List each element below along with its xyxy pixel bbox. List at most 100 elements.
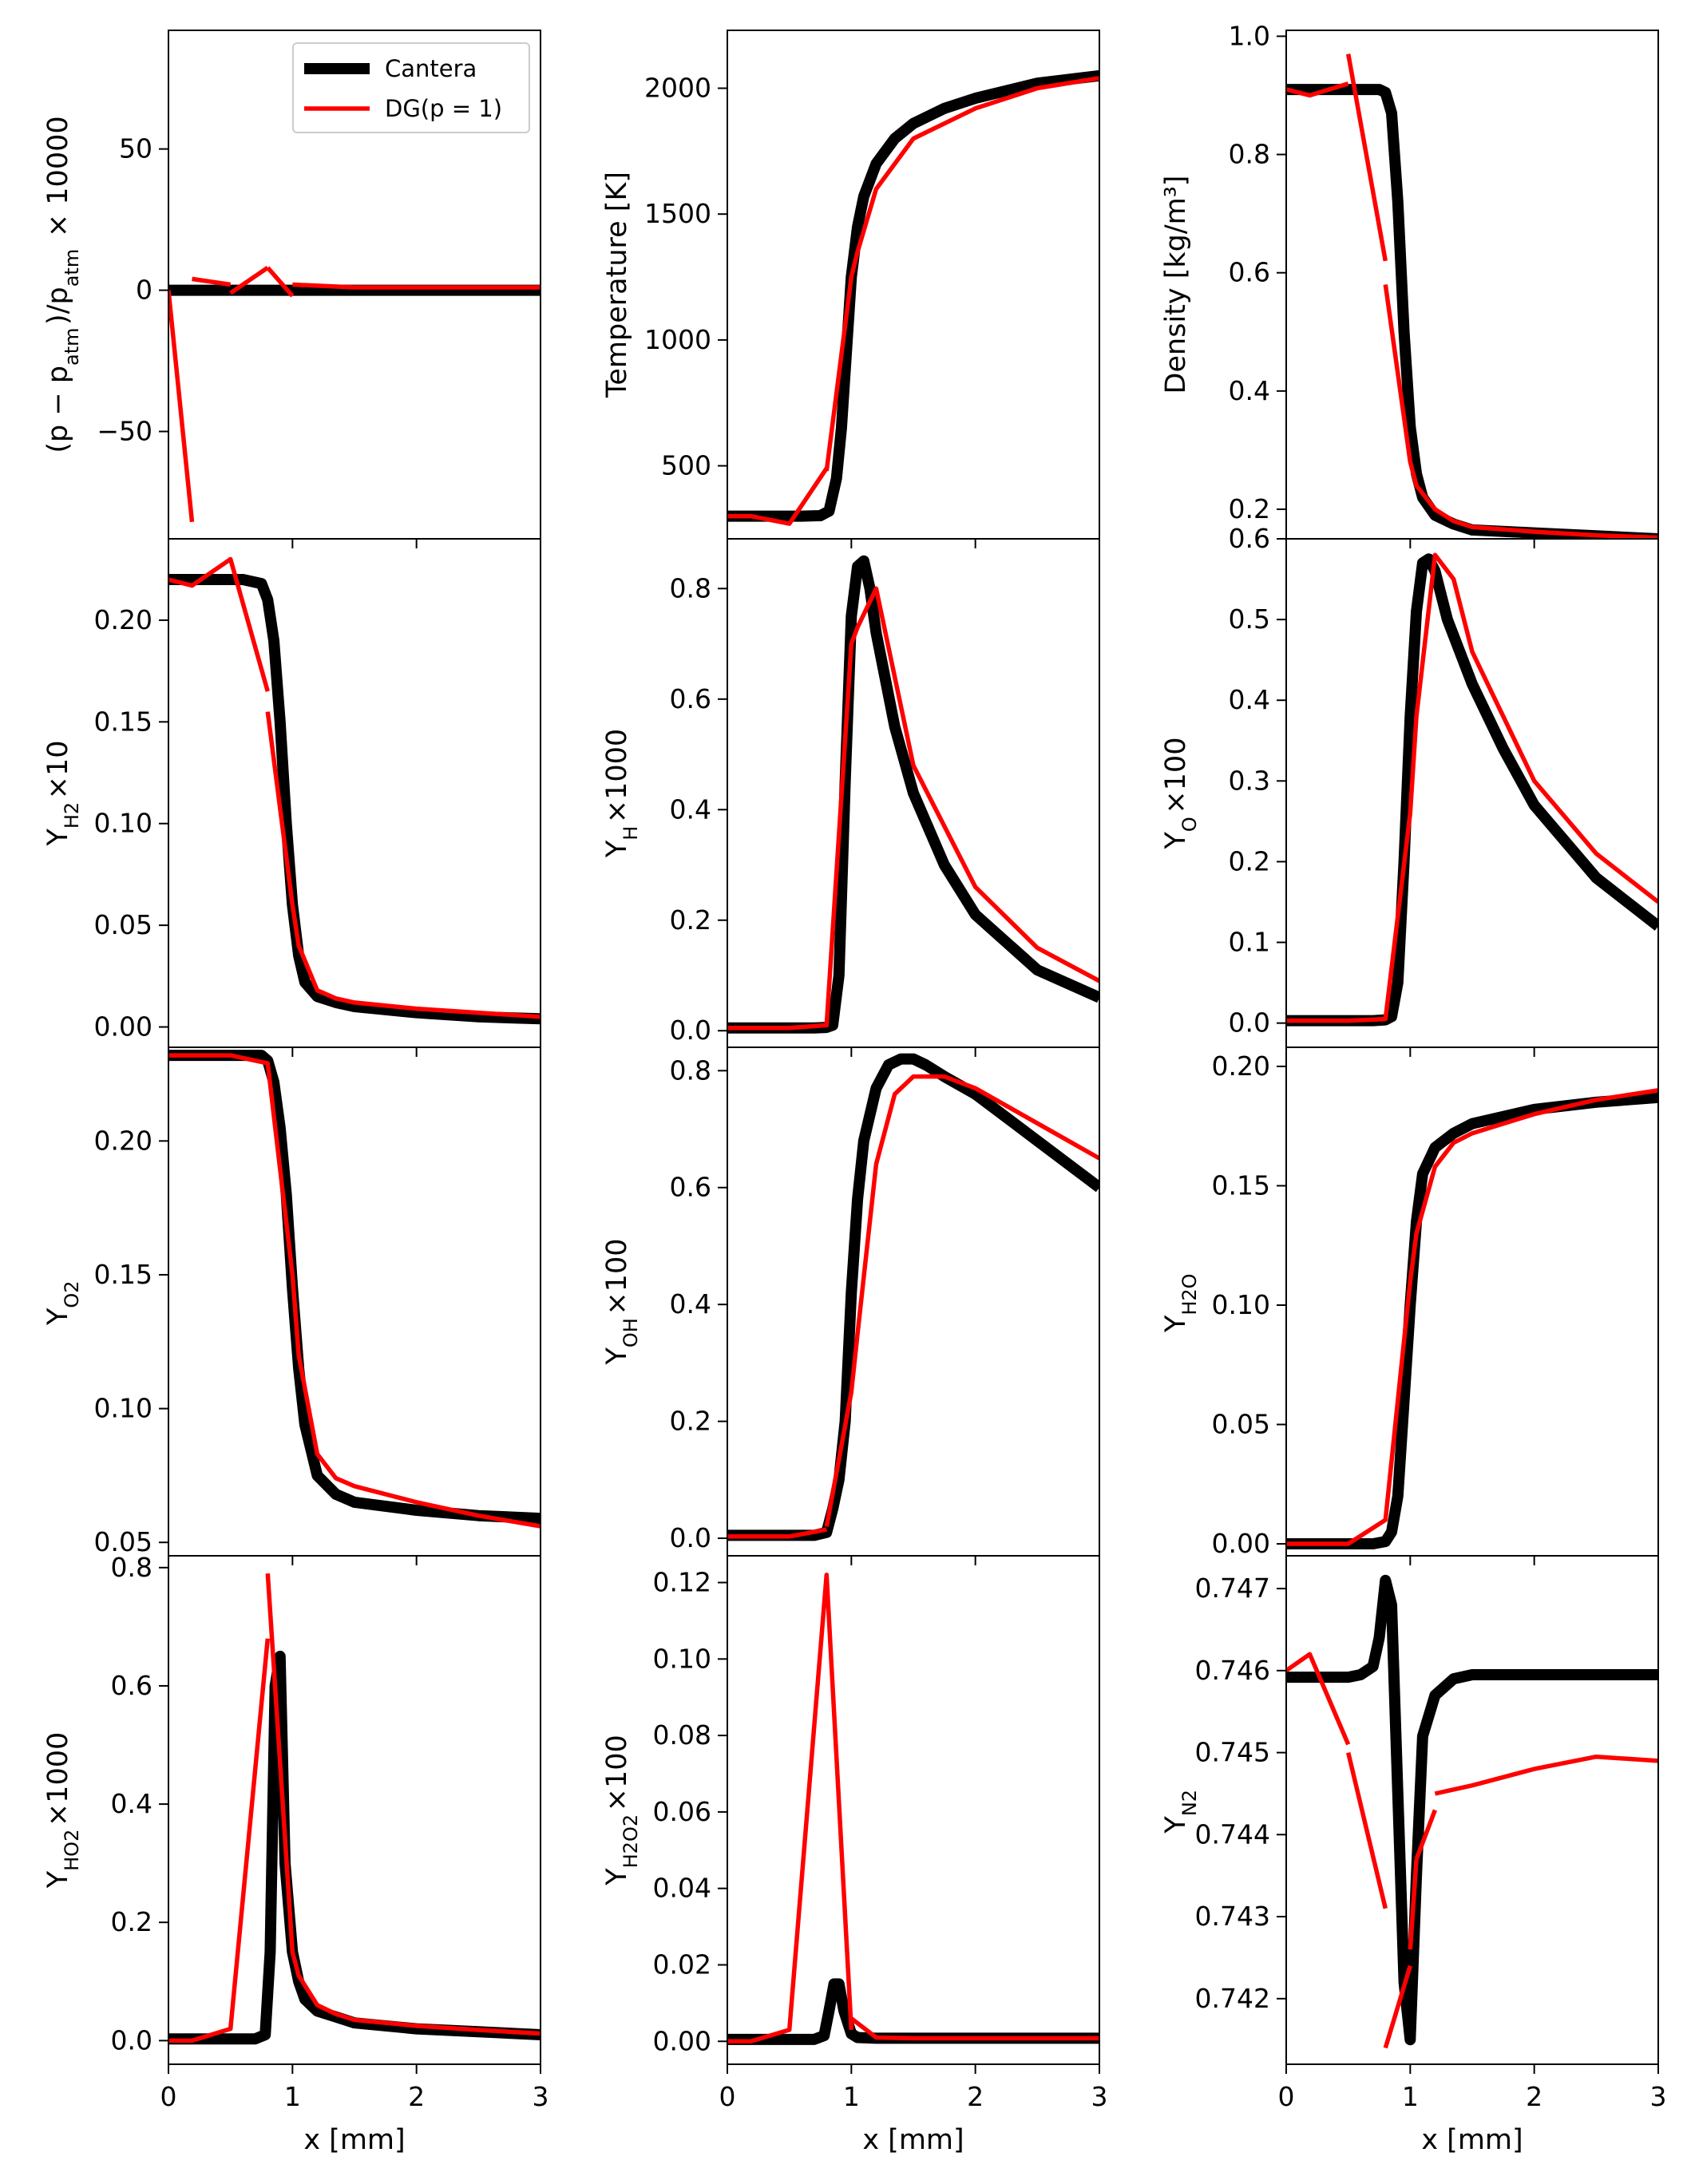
panel-yh2: 0.00 0.05 0.10 0.15 0.20 YH2 ×10 [42,538,541,1057]
y-tick-label: 0.8 [670,572,711,603]
y-tick-label: 0.747 [1195,1573,1270,1604]
y-tick-label: 0.5 [1229,603,1270,635]
y-axis-label: YH2 ×10 [42,740,83,846]
y-axis-label: Temperature [K] [601,172,633,398]
y-axis-label: YH2O [1160,1271,1201,1333]
y-axis-label: Density [kg/m³] [1160,176,1192,394]
panel-yh2o: 0.00 0.05 0.10 0.15 0.20 YH2O [1160,1046,1659,1565]
y-tick-label: 0.742 [1195,1983,1270,2014]
x-tick-label: 0 [160,2081,177,2112]
axes-frame [727,30,1100,540]
x-tick-label: 3 [1650,2081,1667,2112]
series-cantera-yh2 [168,574,541,1025]
y-tick-label: 0.4 [111,1788,152,1819]
x-tick-label: 3 [533,2081,549,2112]
series-cantera-yh2o [1286,1091,1658,1549]
y-tick-label: 0.15 [94,706,152,737]
y-tick-label: 0.0 [670,1522,711,1553]
x-tick-label: 2 [1526,2081,1542,2112]
y-tick-label: 0.00 [653,2025,711,2056]
legend-label-cantera: Cantera [385,55,477,82]
x-tick-label: 1 [284,2081,301,2112]
x-tick-label: 0 [1278,2081,1295,2112]
y-tick-label: 0.05 [94,1526,152,1557]
panel-yn2: 0.742 0.743 0.744 0.745 0.746 0.747 0 1 2 3 x [mm]… [1160,1555,1667,2156]
y-tick-label: 0 [136,275,152,306]
y-axis-label: YHO2 ×1000 [42,1732,83,1889]
y-tick-label: 500 [661,450,711,481]
series-cantera-yh [727,555,1099,1034]
y-axis-label: YH2O2 ×100 [601,1735,642,1886]
y-tick-label: 0.3 [1229,765,1270,796]
y-tick-label: 0.0 [111,2024,152,2055]
y-tick-label: 0.2 [670,904,711,936]
legend-label-dg: DG(p = 1) [385,95,502,122]
series-dg-yo [1286,552,1658,1023]
axes-frame [727,1046,1100,1557]
x-axis-label: x [mm] [1421,2124,1523,2156]
panel-yo2: 0.05 0.10 0.15 0.20 YO2 [42,1046,541,1565]
x-tick-label: 3 [1091,2081,1108,2112]
series-dg-yoh [727,1074,1099,1539]
y-axis-label: YN2 [1160,1786,1201,1834]
y-tick-label: 0.0 [1229,1007,1270,1039]
y-tick-label: 0.4 [670,1288,711,1320]
x-axis-label: x [mm] [862,2124,964,2156]
y-tick-label: 0.4 [670,793,711,825]
y-tick-label: 0.10 [94,1393,152,1424]
panel-pressure: −50 0 50 (p − patm )/patm × 10000 Cantera DG(… [42,30,541,548]
panel-yho2: 0.0 0.2 0.4 0.6 0.8 0 1 2 3 x [mm] YHO2 ×1000 [42,1552,549,2156]
series-cantera-density [1286,84,1658,539]
series-dg-yh2o [1286,1088,1658,1546]
y-tick-label: 0.04 [653,1873,711,1904]
series-dg-yh2 [168,556,541,1019]
y-tick-label: 0.1 [1229,927,1270,958]
y-axis-label: YH ×1000 [601,729,642,858]
panel-temperature: 500 1000 1500 2000 Temperature [K] [601,30,1100,548]
y-tick-label: 0.05 [1212,1409,1270,1440]
y-tick-label: 0.4 [1229,684,1270,715]
y-tick-label: 0.2 [1229,493,1270,524]
y-tick-label: 1000 [644,324,711,355]
y-tick-label: 0.20 [94,1125,152,1156]
x-tick-label: 2 [967,2081,984,2112]
series-dg-pressure [168,266,541,523]
y-tick-label: 0.2 [1229,845,1270,876]
axes-frame [168,1046,541,1557]
y-tick-label: 0.02 [653,1949,711,1980]
legend: Cantera DG(p = 1) [292,42,530,133]
axes-frame [168,538,541,1048]
y-tick-label: 0.15 [1212,1169,1270,1201]
y-axis-label: (p − patm )/patm × 10000 [42,116,83,453]
y-tick-label: 0.743 [1195,1901,1270,1932]
y-tick-label: 0.10 [653,1643,711,1674]
series-dg-yh [727,586,1099,1031]
axes-frame [1285,538,1659,1048]
panel-yh2o2: 0.00 0.02 0.04 0.06 0.08 0.10 0.12 0 1 2 3 x [mm] YH… [601,1555,1108,2156]
y-tick-label: 0.05 [94,909,152,940]
y-tick-label: 0.8 [111,1552,152,1583]
series-cantera-yo [1286,553,1658,1027]
series-cantera-yo2 [168,1050,541,1525]
y-tick-label: 2000 [644,73,711,104]
y-tick-label: 0.744 [1195,1818,1270,1850]
y-tick-label: 0.6 [670,683,711,714]
y-tick-label: 0.745 [1195,1737,1270,1768]
y-tick-label: −50 [97,416,152,447]
y-tick-label: 0.6 [111,1670,152,1701]
axes-frame [1285,1555,1659,2065]
y-tick-label: 0.4 [1229,375,1270,406]
y-tick-label: 0.15 [94,1259,152,1290]
y-axis-label: YO ×100 [1160,738,1201,850]
series-dg-yh2o2 [727,1573,1099,2044]
y-tick-label: 0.00 [1212,1528,1270,1559]
series-cantera-temperature [727,69,1099,522]
panel-yo: 0.0 0.1 0.2 0.3 0.4 0.5 0.6 YO ×100 [1160,523,1659,1057]
y-tick-label: 0.20 [1212,1050,1270,1082]
y-axis-label: YO2 [42,1278,83,1326]
y-tick-label: 50 [119,133,152,164]
panel-density: 0.2 0.4 0.6 0.8 1.0 Density [kg/m³] [1160,20,1659,548]
y-tick-label: 0.746 [1195,1655,1270,1686]
x-tick-label: 1 [843,2081,860,2112]
